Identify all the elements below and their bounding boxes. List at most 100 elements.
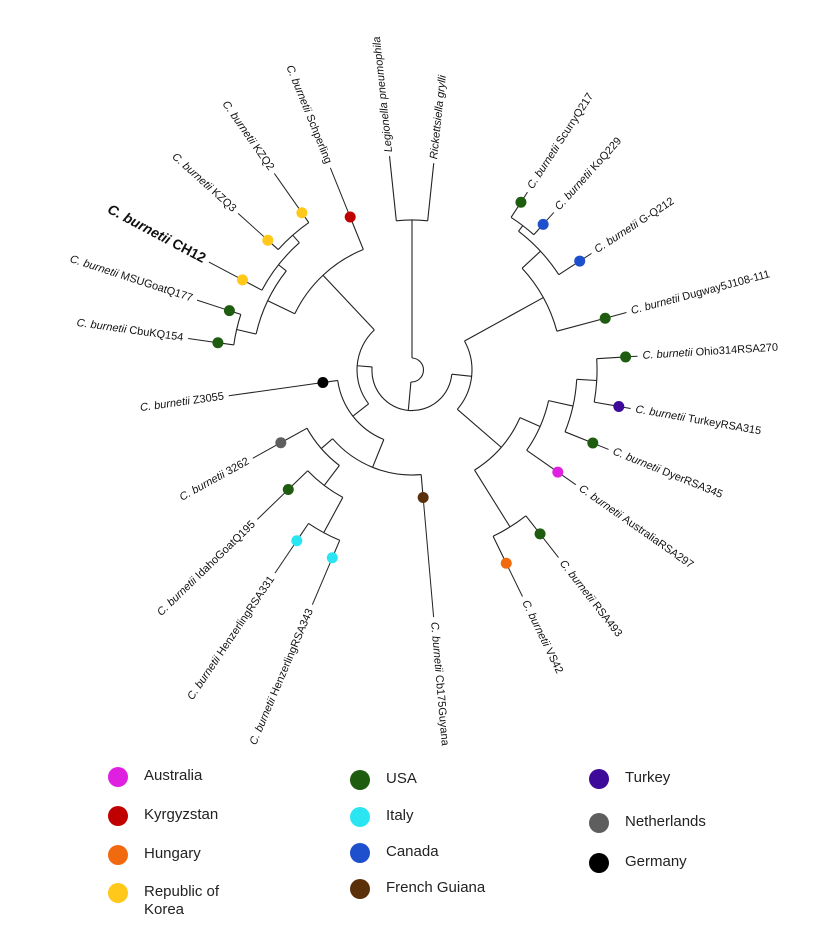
legend-item-turkey: Turkey <box>589 769 670 789</box>
tip-leader <box>196 299 230 312</box>
tip-leader <box>228 382 323 397</box>
tip-dot <box>262 234 274 246</box>
tree-arc <box>306 427 340 466</box>
legend-item-hungary: Hungary <box>108 845 201 865</box>
tree-arc <box>371 366 453 412</box>
tip-dot <box>599 312 611 324</box>
legend-item-netherlands: Netherlands <box>589 813 706 833</box>
tip-leader <box>329 167 351 218</box>
tip-dot <box>534 528 546 540</box>
tip-dot <box>317 377 329 389</box>
legend-dot <box>589 769 609 789</box>
tip-leader <box>256 489 289 520</box>
legend-item-italy: Italy <box>350 807 414 827</box>
tip-dot <box>223 305 235 317</box>
legend-label: Netherlands <box>625 813 706 830</box>
legend-item-french-guiana: French Guiana <box>350 879 485 899</box>
legend-label: Turkey <box>625 769 671 786</box>
tip-leader <box>311 557 333 605</box>
legend-dot <box>108 845 128 865</box>
tree-branch <box>526 449 559 473</box>
tree-branch <box>521 250 541 269</box>
tip-leader <box>237 213 269 241</box>
tree-arc <box>492 515 527 537</box>
tree-arc <box>410 357 424 383</box>
tree-branch <box>357 365 373 368</box>
tree-branch <box>349 216 364 250</box>
tree-arc <box>510 216 535 236</box>
legend-label: Canada <box>386 843 439 860</box>
legend-label: Republic of Korea <box>144 883 220 918</box>
legend-label: Australia <box>144 767 203 784</box>
tree-branch <box>352 403 369 417</box>
legend-dot <box>108 883 128 903</box>
legend-item-germany: Germany <box>589 853 687 873</box>
tree-branch <box>519 417 541 428</box>
tree-arc <box>526 400 550 451</box>
legend-label: USA <box>386 770 417 787</box>
tip-dot <box>236 274 248 286</box>
legend-dot <box>350 770 370 790</box>
phylogenetic-tree: Legionella pneumophila Rickettsiella gryl… <box>68 36 778 747</box>
tip-dot <box>613 400 625 412</box>
tip-leader <box>208 261 243 281</box>
tree-branch <box>464 297 544 342</box>
tree-arc <box>474 417 521 471</box>
tree-branch <box>320 438 333 449</box>
tip-dot <box>275 437 287 449</box>
legend-item-usa: USA <box>350 770 417 790</box>
legend-item-australia: Australia <box>108 767 202 787</box>
tip-dot <box>500 557 512 569</box>
tree-branch <box>427 163 435 221</box>
legend-label: Hungary <box>144 845 201 862</box>
tree-branch <box>456 408 502 448</box>
tree-arc <box>593 358 598 403</box>
tip-leader <box>422 497 435 618</box>
tree-branch <box>267 300 296 315</box>
tree-branch <box>323 497 344 533</box>
legend-dot <box>108 767 128 787</box>
tree-branch <box>576 378 597 382</box>
tip-leader <box>505 563 523 597</box>
legend-dot <box>589 853 609 873</box>
legend-label: Germany <box>625 853 687 870</box>
tip-leader <box>274 540 298 574</box>
tree-branch <box>407 381 412 410</box>
tree-branch <box>236 328 257 335</box>
legend-label: Italy <box>386 807 414 824</box>
tree-branch <box>451 373 472 377</box>
legend-label: Kyrgyzstan <box>144 806 219 823</box>
tip-dot <box>417 492 429 504</box>
tip-dot <box>537 218 549 230</box>
tip-dot <box>326 552 338 564</box>
legend-label: French Guiana <box>386 879 486 896</box>
tip-leader <box>273 173 303 214</box>
tip-dot <box>291 535 303 547</box>
tree-branch <box>372 439 385 468</box>
tree-branch <box>518 225 524 232</box>
tip-dot <box>344 211 356 223</box>
tree-branch <box>322 274 348 302</box>
tree-branch <box>278 264 287 272</box>
tip-label: C. burnetii Ohio314RSA270 <box>642 342 778 362</box>
legend-dot <box>350 879 370 899</box>
legend-dot <box>350 843 370 863</box>
tree-branch <box>548 400 574 407</box>
tree-arc <box>396 219 428 222</box>
legend-dot <box>108 806 128 826</box>
legend-item-canada: Canada <box>350 843 439 863</box>
tip-dot <box>296 207 308 219</box>
legend-item-republic-of-korea: Republic of Korea <box>108 883 236 919</box>
tree-branch <box>292 234 300 244</box>
tip-dot <box>587 437 599 449</box>
legend-item-kyrgyzstan: Kyrgyzstan <box>108 806 218 826</box>
tip-dot <box>212 337 224 349</box>
legend-dot <box>350 807 370 827</box>
tip-dot <box>552 466 564 478</box>
tip-dot <box>515 196 527 208</box>
tip-dot <box>282 483 294 495</box>
tip-dot <box>620 351 632 363</box>
tree-arc <box>308 522 340 541</box>
tree-branch <box>323 465 340 486</box>
